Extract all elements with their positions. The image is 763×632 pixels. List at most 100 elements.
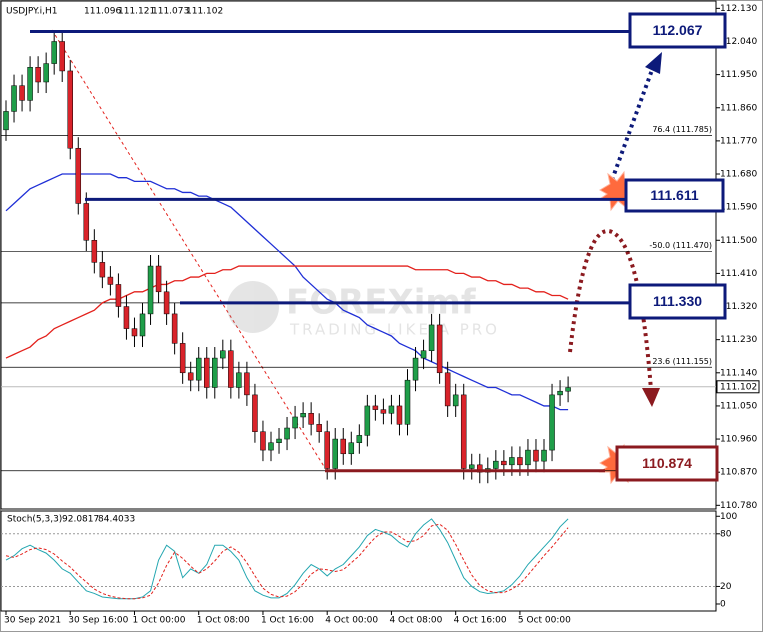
candle-body <box>195 357 202 381</box>
watermark-logo <box>227 281 279 333</box>
trend-line <box>51 29 326 469</box>
candle-body <box>460 394 467 469</box>
candle-body <box>468 464 475 469</box>
candle-body <box>107 276 114 285</box>
header-value: 111.096 <box>84 7 121 17</box>
candle-body <box>99 262 106 278</box>
stoch-panel <box>0 510 717 612</box>
chart-title: USDJPY.i,H1 <box>6 7 58 17</box>
arrow-head <box>642 388 660 407</box>
candle-body <box>59 41 65 72</box>
x-tick-label: 4 Oct 00:00 <box>325 616 378 626</box>
y-tick-label: 110.870 <box>720 468 757 478</box>
candle-body <box>517 457 523 466</box>
candle-body <box>83 203 90 241</box>
candle-body <box>324 431 330 469</box>
candle-body <box>509 457 515 466</box>
candle-body <box>308 413 314 425</box>
y-tick-label: 111.230 <box>720 335 757 345</box>
stoch-line <box>5 523 569 600</box>
candle-body <box>3 111 9 131</box>
candle-body <box>549 394 555 451</box>
candle-body <box>244 372 250 396</box>
y-tick-label: 0 <box>720 599 726 609</box>
header-value: 111.121 <box>118 7 155 17</box>
candle-body <box>444 372 451 407</box>
candle-body <box>220 350 226 359</box>
y-tick-label: 110.960 <box>720 435 757 445</box>
candle-body <box>436 324 443 374</box>
y-tick-label: 111.050 <box>720 401 757 411</box>
x-tick-label: 4 Oct 16:00 <box>454 616 507 626</box>
y-tick-label: 111.950 <box>720 70 757 80</box>
arrow-head <box>645 52 662 74</box>
watermark-subtitle: TRADING LIKE A PRO <box>289 321 500 339</box>
y-tick-label: 111.590 <box>720 203 757 213</box>
y-tick-label: 100 <box>720 512 737 522</box>
candle-body <box>171 313 178 344</box>
candle-body <box>236 372 242 388</box>
level-box <box>628 12 727 49</box>
candle-body <box>123 306 130 329</box>
y-tick-label: 111.770 <box>720 136 757 146</box>
candle-body <box>525 449 531 466</box>
level-label: 110.874 <box>642 455 692 471</box>
candle-body <box>35 67 41 83</box>
candle-body <box>541 449 547 462</box>
stoch-title: Stoch(5,3,3) <box>7 515 62 525</box>
arrow-up <box>610 69 654 181</box>
y-tick-label: 80 <box>720 529 732 539</box>
stoch-line <box>5 518 569 600</box>
level-label: 111.330 <box>653 293 702 309</box>
candle-body <box>557 390 563 396</box>
candle-body <box>187 372 194 381</box>
y-tick-label: 20 <box>720 582 732 592</box>
candle-body <box>11 85 17 112</box>
candle-body <box>147 265 154 315</box>
price-tag-label: 111.102 <box>720 382 757 392</box>
y-tick-label: 112.130 <box>720 4 757 14</box>
x-tick-label: 1 Oct 00:00 <box>132 616 185 626</box>
x-tick-label: 4 Oct 08:00 <box>389 616 442 626</box>
main-panel <box>0 0 717 510</box>
candle-body <box>91 240 98 263</box>
candle-body <box>155 265 162 293</box>
level-label: 111.611 <box>650 187 699 203</box>
candle-body <box>268 442 274 451</box>
candle-body <box>43 63 49 83</box>
fib-label: 23.6 (111.155) <box>652 357 712 366</box>
candle-body <box>27 67 33 101</box>
stoch-value: 92.0817 <box>62 515 99 525</box>
stoch-value: 84.4033 <box>98 515 135 525</box>
candle-body <box>284 427 290 440</box>
candle-body <box>67 70 73 149</box>
fib-label: -50.0 (111.470) <box>649 241 712 250</box>
candle-body <box>276 438 282 443</box>
candle-body <box>396 405 403 425</box>
candle-body <box>452 394 459 407</box>
candle-body <box>316 424 322 432</box>
x-tick-label: 1 Oct 08:00 <box>197 616 250 626</box>
candle-body <box>565 387 571 392</box>
candle-body <box>19 85 25 101</box>
level-box <box>615 445 719 482</box>
candle-body <box>420 350 427 359</box>
candle-body <box>139 313 146 337</box>
header-value: 111.102 <box>186 7 223 17</box>
x-tick-label: 30 Sep 2021 <box>4 616 61 626</box>
candle-body <box>163 291 170 315</box>
candle-body <box>364 405 371 436</box>
header-value: 111.073 <box>152 7 189 17</box>
candle-body <box>372 405 379 410</box>
x-tick-label: 5 Oct 00:00 <box>518 616 571 626</box>
x-tick-label: 1 Oct 16:00 <box>261 616 314 626</box>
candle-body <box>388 405 395 414</box>
candle-body <box>412 357 419 381</box>
candle-body <box>380 409 387 414</box>
y-tick-label: 111.410 <box>720 269 757 279</box>
candle-body <box>179 343 186 374</box>
level-box <box>624 178 725 213</box>
candle-body <box>292 416 298 429</box>
candle-body <box>404 379 411 425</box>
